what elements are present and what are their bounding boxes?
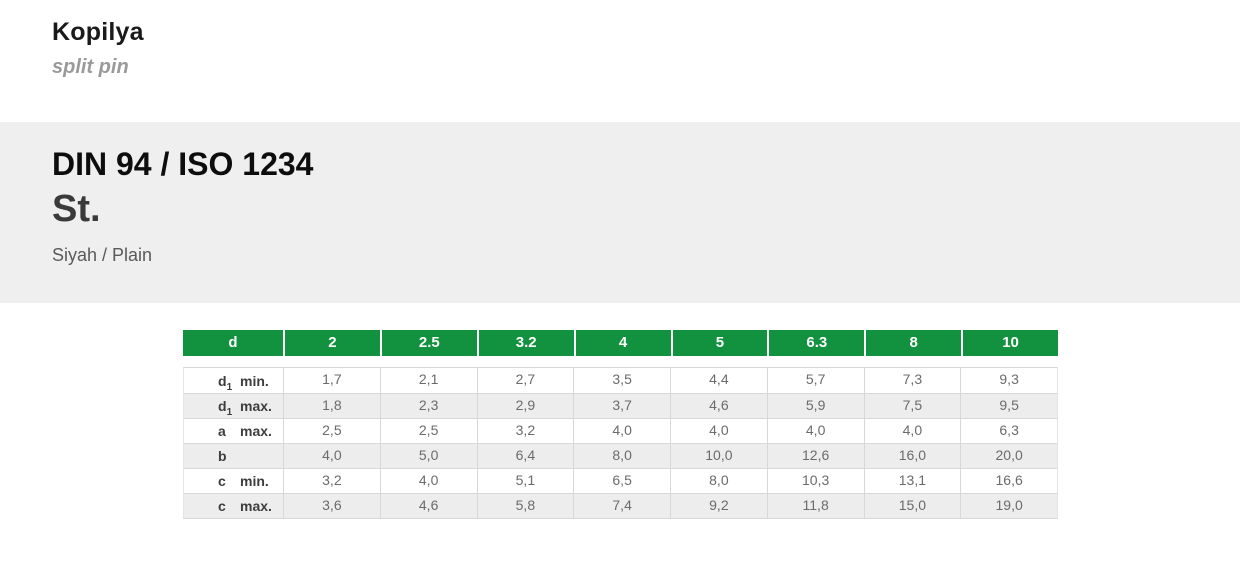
row-symbol-subscript: 1 — [226, 381, 233, 393]
row-qualifier: min. — [240, 372, 269, 389]
table-cell: 4,4 — [670, 368, 767, 393]
table-cell: 2,3 — [379, 394, 477, 418]
table-cell: 10,0 — [670, 444, 767, 468]
page-subtitle: split pin — [52, 56, 129, 78]
row-symbol-subscript: 1 — [226, 406, 233, 418]
table-body: d1 min. 1,7 2,1 2,7 3,5 4,4 5,7 7,3 9,3 d1 max. 1,8 2… — [183, 367, 1058, 519]
table-cell: 16,6 — [960, 469, 1057, 493]
table-row: c max. 3,6 4,6 5,8 7,4 9,2 11,8 15,0 19,0 — [184, 493, 1057, 518]
table-cell: 12,6 — [766, 444, 864, 468]
table-row: d1 min. 1,7 2,1 2,7 3,5 4,4 5,7 7,3 9,3 — [184, 368, 1057, 393]
table-cell: 8,0 — [573, 444, 670, 468]
table-cell: 4,0 — [766, 419, 864, 443]
table-cell: 5,0 — [379, 444, 477, 468]
table-cell: 9,5 — [960, 394, 1057, 418]
page-title: Kopilya — [52, 18, 144, 46]
table-cell: 6,4 — [476, 444, 574, 468]
row-label: a max. — [184, 419, 283, 443]
table-cell: 6,3 — [960, 419, 1057, 443]
row-symbol-text: c — [218, 498, 226, 514]
row-symbol: d1 — [218, 398, 240, 417]
row-qualifier: max. — [240, 423, 272, 439]
table-cell: 3,6 — [283, 494, 380, 518]
table-cell: 20,0 — [960, 444, 1057, 468]
standard-title: DIN 94 / ISO 1234 — [52, 146, 314, 182]
table-cell: 11,8 — [766, 494, 864, 518]
table-cell: 2,5 — [379, 419, 477, 443]
row-qualifier: max. — [240, 498, 272, 514]
table-cell: 3,5 — [573, 368, 670, 393]
row-label: c max. — [184, 494, 283, 518]
table-header-cell: 8 — [866, 330, 962, 356]
table-row: b 4,0 5,0 6,4 8,0 10,0 12,6 16,0 20,0 — [184, 443, 1057, 468]
row-symbol: c — [218, 473, 240, 489]
finish-label: Siyah / Plain — [52, 245, 153, 265]
table-cell: 3,7 — [573, 394, 670, 418]
row-symbol: b — [218, 448, 240, 464]
table-cell: 6,5 — [573, 469, 670, 493]
table-header-cell: d — [183, 330, 283, 356]
material-label: St. — [52, 188, 101, 230]
table-cell: 2,1 — [379, 368, 477, 393]
table-cell: 15,0 — [863, 494, 961, 518]
table-cell: 9,2 — [670, 494, 767, 518]
table-cell: 4,6 — [670, 394, 767, 418]
table-cell: 5,7 — [766, 368, 864, 393]
table-cell: 5,9 — [766, 394, 864, 418]
row-symbol-text: b — [218, 448, 227, 464]
table-cell: 4,0 — [283, 444, 380, 468]
table-header-cell: 5 — [672, 330, 768, 356]
table-header-cell: 2.5 — [381, 330, 477, 356]
table-header-cell: 6.3 — [769, 330, 865, 356]
table-row: c min. 3,2 4,0 5,1 6,5 8,0 10,3 13,1 16,6 — [184, 468, 1057, 493]
row-label: d1 min. — [184, 368, 283, 393]
doc-header: Kopilya split pin — [52, 18, 144, 79]
table-cell: 7,5 — [863, 394, 961, 418]
table-cell: 4,0 — [573, 419, 670, 443]
table-cell: 7,4 — [573, 494, 670, 518]
row-symbol: c — [218, 498, 240, 514]
table-cell: 1,7 — [283, 368, 380, 393]
row-symbol-text: c — [218, 473, 226, 489]
table-cell: 9,3 — [960, 368, 1057, 393]
table-header-cell: 2 — [285, 330, 380, 356]
row-symbol-text: d — [218, 372, 227, 389]
table-header-cell: 10 — [963, 330, 1058, 356]
table-cell: 19,0 — [960, 494, 1057, 518]
row-symbol: a — [218, 423, 240, 439]
table-cell: 4,6 — [379, 494, 477, 518]
table-header-row: d 2 2.5 3.2 4 5 6.3 8 10 — [183, 330, 1058, 356]
table-cell: 10,3 — [766, 469, 864, 493]
row-label: c min. — [184, 469, 283, 493]
table-header-cell: 3.2 — [478, 330, 574, 356]
table-cell: 8,0 — [670, 469, 767, 493]
table-cell: 16,0 — [863, 444, 961, 468]
table-cell: 4,0 — [379, 469, 477, 493]
dimension-table: d 2 2.5 3.2 4 5 6.3 8 10 d1 min. 1,7 2,1 2,7 3,5 4,4 5,… — [183, 330, 1058, 519]
table-cell: 3,2 — [283, 469, 380, 493]
table-cell: 3,2 — [476, 419, 574, 443]
table-cell: 5,1 — [476, 469, 574, 493]
table-cell: 4,0 — [863, 419, 961, 443]
table-row: a max. 2,5 2,5 3,2 4,0 4,0 4,0 4,0 6,3 — [184, 418, 1057, 443]
table-cell: 5,8 — [476, 494, 574, 518]
table-row: d1 max. 1,8 2,3 2,9 3,7 4,6 5,9 7,5 9,5 — [184, 393, 1057, 418]
row-qualifier: min. — [240, 473, 269, 489]
spec-band: DIN 94 / ISO 1234 St. Siyah / Plain — [0, 122, 1240, 303]
table-cell: 7,3 — [863, 368, 961, 393]
row-label: d1 max. — [184, 394, 283, 418]
table-cell: 2,5 — [283, 419, 380, 443]
row-label: b — [184, 444, 283, 468]
row-qualifier: max. — [240, 398, 272, 414]
row-symbol: d1 — [218, 372, 240, 393]
table-cell: 13,1 — [863, 469, 961, 493]
table-header-cell: 4 — [575, 330, 671, 356]
row-symbol-text: d — [218, 398, 227, 414]
table-cell: 2,9 — [476, 394, 574, 418]
table-cell: 1,8 — [283, 394, 380, 418]
table-cell: 4,0 — [670, 419, 767, 443]
table-cell: 2,7 — [476, 368, 574, 393]
row-symbol-text: a — [218, 423, 226, 439]
